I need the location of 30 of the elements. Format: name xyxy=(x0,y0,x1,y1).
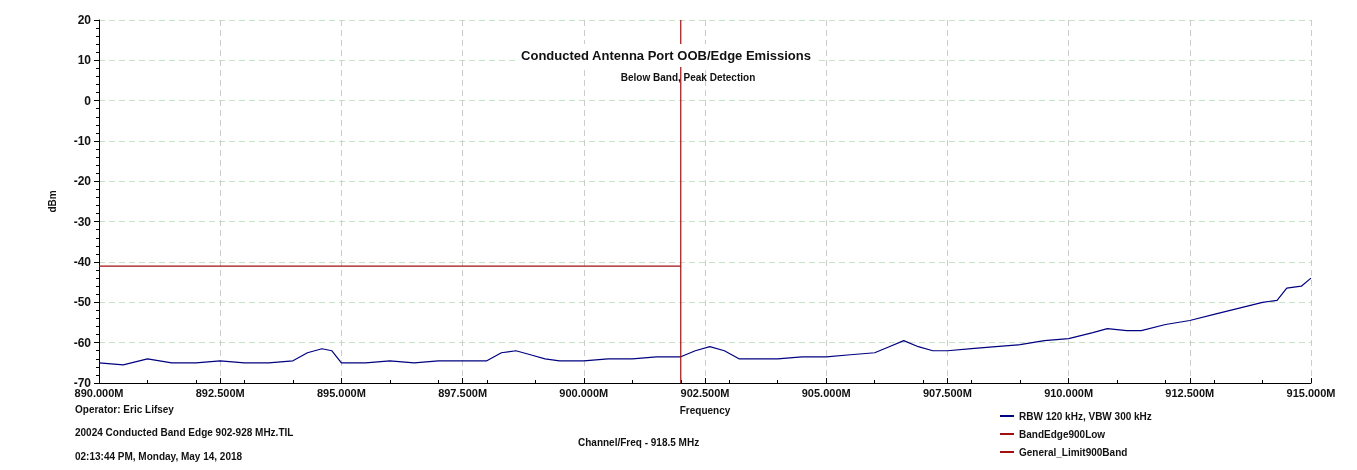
y-tick-label: -40 xyxy=(73,255,92,269)
x-tick-label: 900.000M xyxy=(559,386,609,399)
text: 02:13:44 PM, Monday, May 14, 2018 xyxy=(75,450,243,462)
x-tick-label: 907.500M xyxy=(922,386,972,399)
legend-label: General_Limit900Band xyxy=(1019,446,1128,458)
y-axis-title: dBm xyxy=(46,190,58,213)
x-tick-label: 912.500M xyxy=(1165,386,1215,399)
y-tick-label: 20 xyxy=(77,13,92,27)
text: 20024 Conducted Band Edge 902-928 MHz.TIL xyxy=(75,426,294,438)
text: Conducted Antenna Port OOB/Edge Emissions xyxy=(521,48,811,63)
y-tick-label: -30 xyxy=(73,214,92,229)
legend-label: BandEdge900Low xyxy=(1019,428,1106,440)
legend-label: RBW 120 kHz, VBW 300 kHz xyxy=(1019,410,1152,422)
y-tick-label: -50 xyxy=(73,295,92,310)
x-tick-label: 902.500M xyxy=(680,386,730,399)
y-tick-label: -20 xyxy=(73,174,92,189)
x-tick-label: 897.500M xyxy=(438,386,488,399)
x-tick-label: 915.000M xyxy=(1286,386,1336,399)
x-tick-label: 905.000M xyxy=(801,386,851,399)
text: Operator: Eric Lifsey xyxy=(75,403,175,415)
x-tick-label: 895.000M xyxy=(316,386,366,399)
y-tick-label: -10 xyxy=(73,134,92,148)
y-tick-label: 0 xyxy=(84,93,92,108)
x-tick-label: 910.000M xyxy=(1044,386,1094,399)
y-tick-label: -60 xyxy=(73,335,92,350)
x-tick-label: 892.500M xyxy=(195,386,245,399)
x-axis-title: Frequency xyxy=(679,404,731,416)
text: Channel/Freq - 918.5 MHz xyxy=(578,436,700,448)
text: Below Band, Peak Detection xyxy=(620,71,756,83)
y-tick-label: 10 xyxy=(77,53,92,68)
